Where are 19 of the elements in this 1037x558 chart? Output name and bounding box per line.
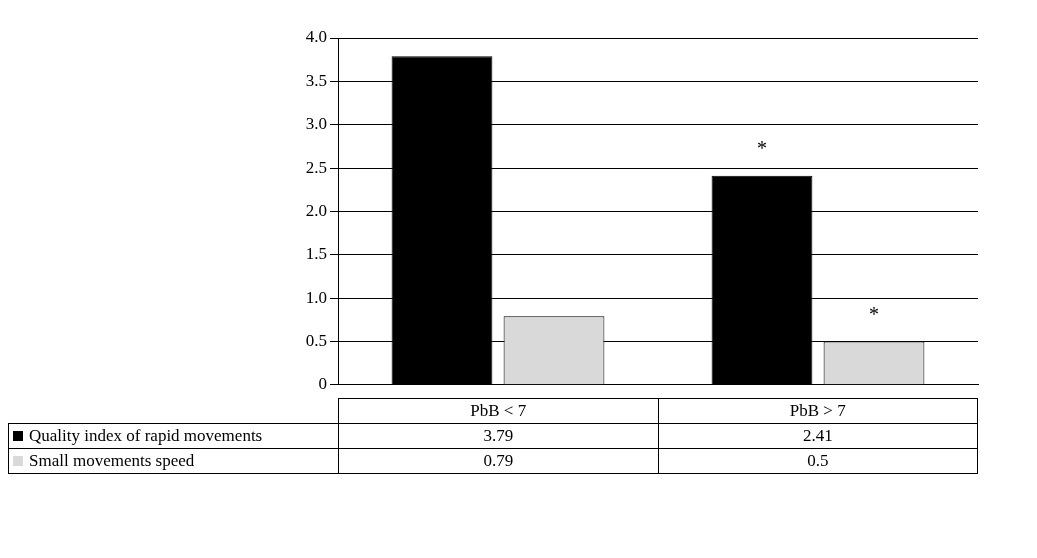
data-label: 3.79 <box>338 423 658 449</box>
data-label: 0.5 <box>658 448 978 474</box>
data-label: 0.79 <box>338 448 658 474</box>
data-label: 2.41 <box>658 423 978 449</box>
y-tick-label: 3.0 <box>305 114 327 134</box>
y-tick-label: 1.0 <box>305 287 327 307</box>
legend-label: Quality index of rapid movements <box>29 426 263 445</box>
legend-label: Small movements speed <box>29 451 195 470</box>
y-tick-label: 0.5 <box>305 330 327 350</box>
y-tick-label: 0 <box>318 374 327 394</box>
y-tick-label: 4.0 <box>305 27 327 47</box>
y-tick-label: 3.5 <box>305 70 327 90</box>
y-tick-label: 1.5 <box>305 244 327 264</box>
y-tick-label: 2.0 <box>305 200 327 220</box>
x-tick-label: PbB > 7 <box>658 398 978 424</box>
y-tick-label: 2.5 <box>305 157 327 177</box>
annotation: * <box>757 137 767 160</box>
annotation: * <box>869 302 879 325</box>
x-tick-label: PbB < 7 <box>338 398 658 424</box>
